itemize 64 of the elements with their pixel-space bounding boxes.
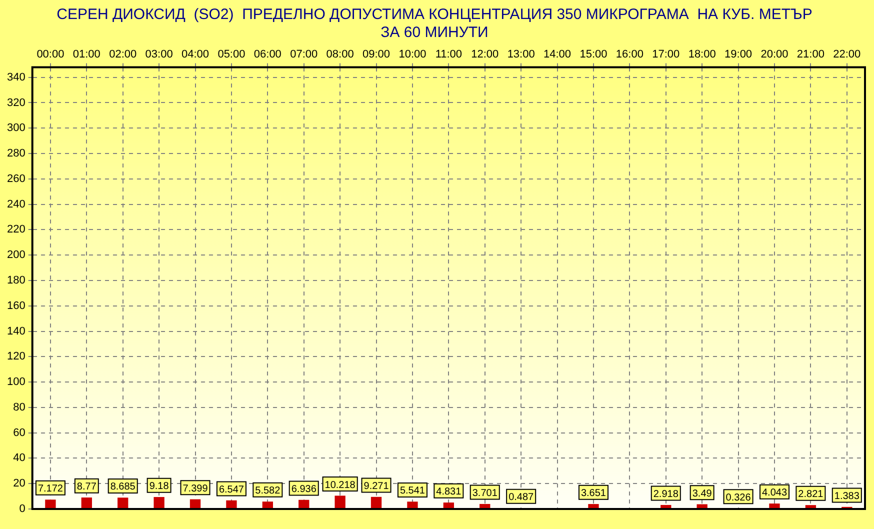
y-tick-label: 20 xyxy=(13,478,26,490)
x-tick-label: 09:00 xyxy=(362,48,390,61)
y-tick-label: 120 xyxy=(6,350,26,363)
y-tick-label: 0 xyxy=(19,503,26,516)
data-label: 7.399 xyxy=(182,483,208,494)
data-label: 7.172 xyxy=(38,484,64,495)
x-tick-label: 01:00 xyxy=(72,48,100,61)
data-label: 0.487 xyxy=(508,492,534,504)
y-tick-label: 280 xyxy=(6,148,26,160)
y-tick-label: 200 xyxy=(6,249,26,262)
data-label: 6.547 xyxy=(218,484,244,496)
y-tick-label: 40 xyxy=(13,452,26,464)
data-label: 5.582 xyxy=(255,486,281,497)
x-tick-label: 02:00 xyxy=(109,48,137,61)
data-label: 5.541 xyxy=(400,486,426,497)
data-label: 4.831 xyxy=(436,486,462,498)
x-tick-label: 22:00 xyxy=(833,48,861,61)
x-tick-label: 10:00 xyxy=(398,48,426,61)
x-tick-label: 18:00 xyxy=(688,48,716,61)
x-tick-label: 16:00 xyxy=(616,48,644,61)
y-tick-label: 340 xyxy=(6,71,26,84)
x-tick-label: 04:00 xyxy=(181,48,210,61)
data-label: 2.821 xyxy=(798,489,824,500)
data-label: 8.77 xyxy=(76,482,97,493)
y-tick-label: 100 xyxy=(6,376,26,388)
x-tick-label: 13:00 xyxy=(507,48,535,61)
x-tick-label: 17:00 xyxy=(652,48,680,61)
x-tick-label: 19:00 xyxy=(724,48,752,61)
data-label: 3.651 xyxy=(580,488,606,500)
x-tick-label: 08:00 xyxy=(326,48,354,61)
x-tick-label: 11:00 xyxy=(435,48,462,61)
data-label: 10.218 xyxy=(324,480,356,491)
data-label: 0.326 xyxy=(726,492,752,504)
data-label: 8.685 xyxy=(110,482,136,493)
x-tick-label: 12:00 xyxy=(471,48,499,61)
y-tick-label: 160 xyxy=(6,300,26,312)
x-tick-label: 06:00 xyxy=(254,48,282,61)
x-tick-label: 03:00 xyxy=(145,48,173,61)
data-label: 3.49 xyxy=(692,488,712,500)
data-label: 9.271 xyxy=(364,480,390,492)
x-tick-label: 21:00 xyxy=(796,48,824,61)
x-tick-label: 07:00 xyxy=(290,48,318,61)
y-tick-label: 260 xyxy=(6,172,26,185)
chart-subtitle: ЗА 60 МИНУТИ xyxy=(380,24,488,42)
y-tick-label: 240 xyxy=(6,198,26,210)
x-tick-label: 15:00 xyxy=(580,48,608,61)
y-tick-label: 300 xyxy=(6,122,26,134)
data-label: 4.043 xyxy=(762,488,788,499)
chart-title: СЕРЕН ДИОКСИД (SO2) ПРЕДЕЛНО ДОПУСТИМА КОНЦЕНТРАЦИЯ 350 МИКРОГРАМА НА КУБ. МЕТЪР xyxy=(56,6,812,24)
x-tick-label: 14:00 xyxy=(544,48,572,61)
y-tick-label: 180 xyxy=(6,274,26,287)
x-tick-label: 00:00 xyxy=(36,48,64,61)
x-tick-label: 20:00 xyxy=(760,48,788,61)
y-tick-label: 220 xyxy=(6,224,26,236)
y-tick-label: 80 xyxy=(13,401,26,414)
data-label: 2.918 xyxy=(653,489,679,500)
data-label: 9.18 xyxy=(149,481,170,492)
y-tick-label: 320 xyxy=(6,96,26,109)
data-label: 3.701 xyxy=(472,488,498,500)
data-label: 1.383 xyxy=(834,490,860,502)
y-tick-label: 60 xyxy=(13,426,26,439)
data-label: 6.936 xyxy=(291,484,317,495)
x-tick-label: 05:00 xyxy=(218,48,246,61)
y-tick-label: 140 xyxy=(6,325,26,338)
